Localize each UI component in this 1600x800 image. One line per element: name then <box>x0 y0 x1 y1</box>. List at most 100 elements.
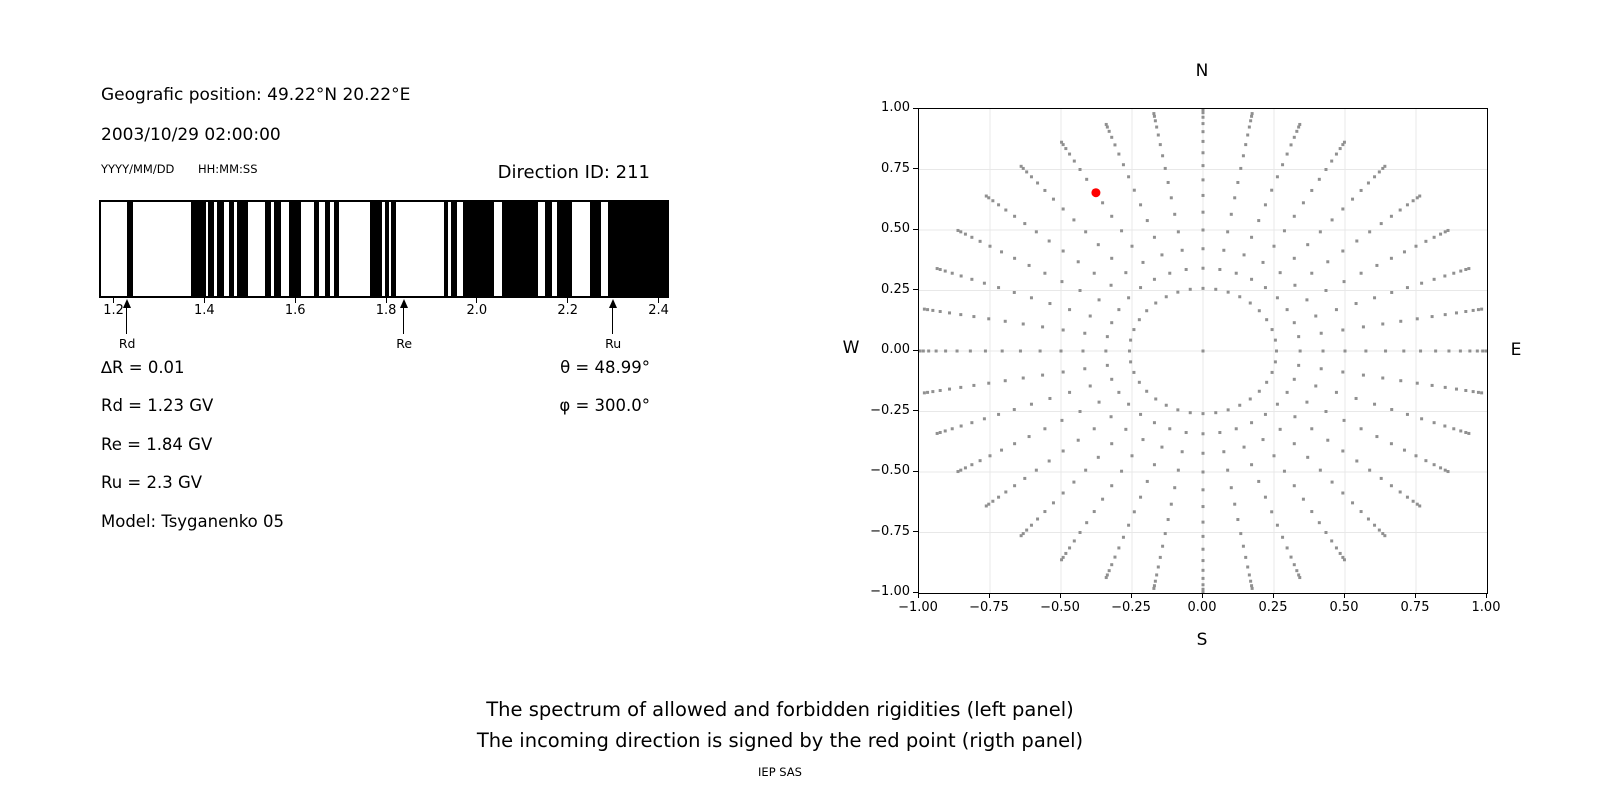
direction-dot <box>1342 280 1346 284</box>
direction-dot <box>1317 521 1321 525</box>
direction-dot <box>997 286 1001 290</box>
direction-dot <box>1424 459 1428 463</box>
direction-dot <box>1088 384 1092 388</box>
direction-dot <box>1341 328 1345 332</box>
direction-dot <box>1324 289 1328 292</box>
direction-dot <box>972 383 976 387</box>
model-value: Model: Tsyganenko 05 <box>101 512 285 531</box>
direction-dot <box>1029 523 1033 527</box>
direction-dot <box>1368 468 1372 472</box>
direction-dot <box>1156 133 1160 137</box>
direction-dot <box>1021 166 1025 170</box>
direction-dot <box>991 199 995 203</box>
direction-dot <box>1152 584 1156 588</box>
direction-dot <box>1110 135 1114 139</box>
allowed-band <box>501 202 538 296</box>
rigidity-spectrum-panel: 1.2 1.4 1.6 1.8 2.0 2.2 2.4 Rd Re Ru <box>99 200 669 370</box>
direction-dot <box>1263 412 1267 416</box>
direction-dot <box>1110 563 1114 567</box>
direction-dot <box>984 194 988 198</box>
direction-dot <box>1250 586 1254 590</box>
direction-dot <box>1127 175 1131 179</box>
direction-dot <box>1104 576 1108 580</box>
direction-dot <box>1169 196 1173 200</box>
direction-dot <box>1078 289 1082 292</box>
direction-dot <box>1295 129 1299 133</box>
direction-dot <box>959 230 963 234</box>
allowed-band <box>390 202 397 296</box>
x-tick-label: −0.75 <box>969 600 1009 615</box>
direction-dot <box>1249 579 1253 583</box>
direction-dot <box>1060 418 1064 422</box>
direction-dot <box>1048 302 1052 306</box>
direction-dot <box>1257 219 1261 223</box>
direction-dot <box>1390 290 1394 294</box>
direction-dot <box>1145 479 1149 483</box>
direction-dot <box>1013 214 1017 218</box>
direction-dot <box>1359 427 1363 431</box>
direction-dot <box>1047 239 1051 243</box>
direction-dot <box>1152 235 1156 239</box>
direction-dot <box>926 390 930 394</box>
direction-dot <box>1201 412 1205 416</box>
direction-dot <box>1004 490 1008 494</box>
direction-dot <box>1156 565 1160 569</box>
x-tick <box>1201 593 1203 598</box>
direction-dot <box>1180 450 1184 454</box>
direction-dot <box>1109 283 1113 287</box>
direction-dot <box>1152 114 1156 118</box>
direction-dot <box>1161 544 1165 548</box>
direction-dot <box>1000 250 1004 254</box>
direction-dot <box>1168 427 1172 431</box>
direction-dot <box>1201 151 1205 155</box>
direction-dot <box>1023 476 1027 480</box>
direction-dot <box>922 307 926 311</box>
direction-dot <box>1343 349 1347 353</box>
direction-dot <box>1390 408 1394 412</box>
direction-dot <box>1127 296 1131 300</box>
direction-dot <box>1013 256 1017 260</box>
direction-dot <box>1464 388 1468 392</box>
direction-dot <box>1121 163 1125 167</box>
direction-dot <box>1439 466 1443 470</box>
direction-dot <box>970 235 974 239</box>
direction-dot <box>1051 501 1055 505</box>
direction-dot <box>1021 322 1025 326</box>
direction-dot <box>955 349 959 353</box>
x-tick <box>658 298 660 303</box>
direction-dot <box>1097 298 1101 302</box>
direction-dot <box>1068 152 1072 156</box>
direction-dot <box>956 228 960 232</box>
direction-dot <box>921 349 925 353</box>
x-tick-label: 0.00 <box>1187 600 1217 615</box>
direction-dot <box>1285 152 1289 156</box>
direction-dot <box>1129 338 1133 342</box>
direction-dot <box>1201 590 1205 594</box>
direction-dot <box>943 429 947 433</box>
direction-dot <box>1250 235 1254 239</box>
direction-dot <box>1292 135 1296 139</box>
direction-dot <box>1188 411 1192 415</box>
direction-dot <box>1117 546 1121 550</box>
direction-dot <box>1480 307 1484 311</box>
direction-dot <box>1305 400 1309 404</box>
y-tick-label: 0.50 <box>881 221 910 236</box>
direction-dot <box>1184 267 1188 271</box>
direction-dot <box>1310 271 1314 275</box>
x-tick-label: 2.2 <box>557 303 579 318</box>
direction-dot <box>1389 484 1393 488</box>
direction-dot <box>959 468 963 472</box>
direction-dot <box>1078 168 1082 171</box>
direction-dot <box>1338 147 1342 151</box>
direction-dot <box>1319 331 1323 335</box>
direction-dot <box>1025 528 1029 532</box>
direction-dot <box>1471 390 1475 394</box>
direction-dot <box>1415 196 1419 200</box>
direction-dot <box>1152 112 1156 116</box>
direction-dot <box>1072 480 1076 484</box>
direction-dot <box>1265 380 1269 384</box>
direction-dot <box>1236 518 1240 522</box>
direction-dot <box>1145 309 1149 313</box>
direction-dot <box>1229 486 1233 490</box>
direction-dot <box>1270 188 1274 192</box>
